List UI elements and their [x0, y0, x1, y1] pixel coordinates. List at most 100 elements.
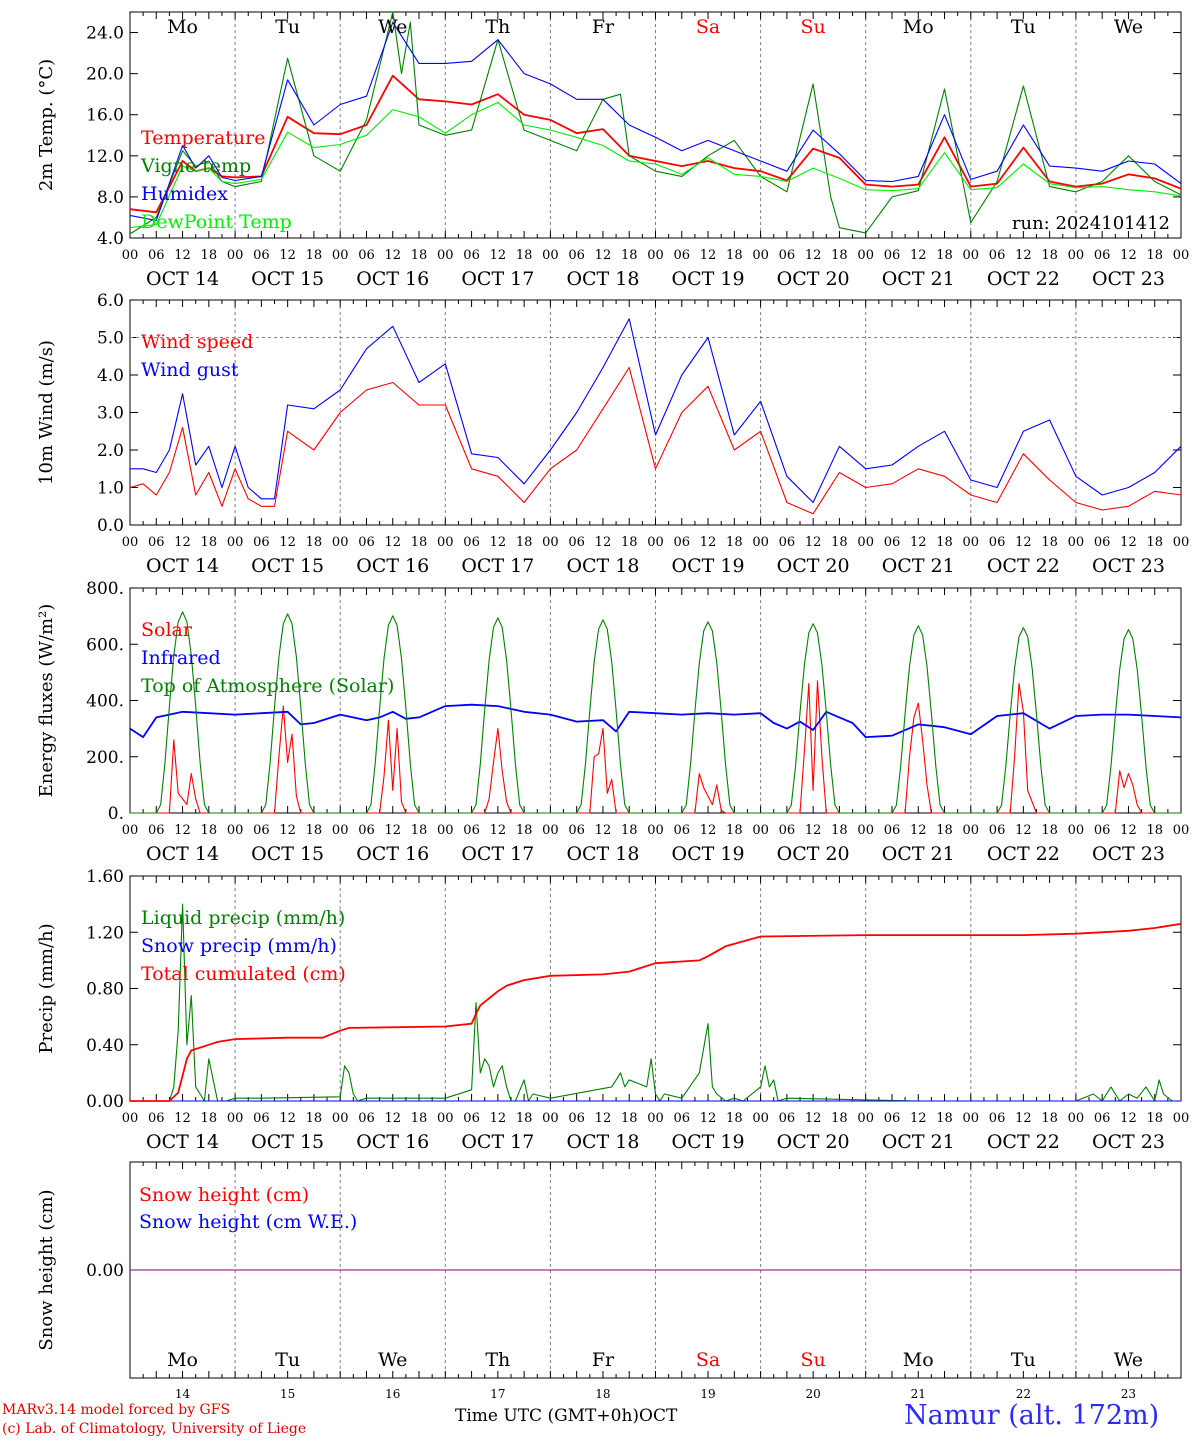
hour-label: 12 — [384, 1111, 401, 1126]
weekday-label: Sa — [696, 16, 720, 38]
legend-entry: Temperature — [141, 127, 265, 149]
y-tick-label: 12.0 — [86, 147, 124, 167]
lab-credit: (c) Lab. of Climatology, University of L… — [2, 1421, 307, 1437]
hour-label: 00 — [332, 535, 349, 550]
weekday-label: Su — [801, 16, 826, 38]
hour-label: 00 — [227, 248, 244, 263]
hour-label: 06 — [779, 248, 796, 263]
hour-label: 12 — [910, 535, 927, 550]
day-number-label: 17 — [490, 1387, 505, 1401]
day-number-label: 23 — [1121, 1387, 1136, 1401]
hour-label: 06 — [148, 823, 165, 838]
date-label: OCT 19 — [672, 843, 745, 865]
weekday-label: Fr — [592, 16, 615, 38]
hour-label: 06 — [358, 535, 375, 550]
weekday-label: Fr — [592, 1349, 615, 1371]
hour-label: 00 — [752, 248, 769, 263]
date-label: OCT 20 — [777, 843, 850, 865]
hour-label: 00 — [1068, 1111, 1085, 1126]
date-label: OCT 20 — [777, 268, 850, 290]
weekday-label: Th — [485, 16, 510, 38]
legend-entry: Snow precip (mm/h) — [141, 935, 337, 957]
y-tick-label: 2.0 — [97, 441, 124, 461]
y-tick-label: 1.0 — [97, 479, 124, 499]
legend-entry: Total cumulated (cm) — [141, 963, 346, 985]
hour-label: 18 — [201, 1111, 218, 1126]
date-label: OCT 15 — [251, 1131, 324, 1153]
date-label: OCT 21 — [882, 1131, 955, 1153]
hour-label: 18 — [726, 1111, 743, 1126]
hour-label: 18 — [726, 535, 743, 550]
hour-label: 12 — [805, 535, 822, 550]
legend-entry: Solar — [141, 619, 193, 641]
hour-label: 06 — [463, 1111, 480, 1126]
hour-label: 12 — [1015, 1111, 1032, 1126]
hour-label: 00 — [122, 535, 139, 550]
hour-label: 12 — [1015, 535, 1032, 550]
y-tick-label: 400. — [86, 692, 124, 712]
hour-label: 12 — [279, 823, 296, 838]
hour-label: 18 — [831, 1111, 848, 1126]
hour-label: 18 — [621, 823, 638, 838]
hour-label: 06 — [674, 823, 691, 838]
y-axis-label: 10m Wind (m/s) — [36, 340, 57, 485]
weekday-label: Tu — [1011, 16, 1036, 38]
hour-label: 12 — [174, 823, 191, 838]
hour-label: 06 — [148, 1111, 165, 1126]
y-tick-label: 1.60 — [86, 867, 124, 887]
hour-label: 06 — [1094, 535, 1111, 550]
y-tick-label: 200. — [86, 748, 124, 768]
hour-label: 18 — [411, 823, 428, 838]
hour-label: 00 — [963, 248, 980, 263]
legend-entry: DewPoint Temp — [141, 211, 292, 233]
hour-label: 18 — [411, 1111, 428, 1126]
hour-label: 06 — [779, 1111, 796, 1126]
hour-label: 00 — [963, 535, 980, 550]
model-credit: MARv3.14 model forced by GFS — [2, 1402, 231, 1418]
series-line — [130, 318, 1182, 504]
hour-label: 00 — [1173, 823, 1190, 838]
weekday-label: Tu — [275, 1349, 300, 1371]
date-label: OCT 21 — [882, 268, 955, 290]
hour-label: 18 — [306, 1111, 323, 1126]
date-label: OCT 19 — [672, 555, 745, 577]
hour-label: 06 — [989, 535, 1006, 550]
y-tick-label: 20.0 — [86, 65, 124, 85]
date-label: OCT 22 — [987, 843, 1060, 865]
hour-label: 00 — [752, 1111, 769, 1126]
time-axis-label: Time UTC (GMT+0h)OCT — [455, 1406, 677, 1426]
hour-label: 18 — [621, 535, 638, 550]
weekday-label: Mo — [903, 16, 934, 38]
y-axis-label: 2m Temp. (°C) — [36, 59, 57, 191]
y-tick-label: 6.0 — [97, 291, 124, 311]
weekday-label: We — [1114, 16, 1143, 38]
hour-label: 12 — [1015, 248, 1032, 263]
day-number-label: 15 — [280, 1387, 295, 1401]
hour-label: 18 — [831, 823, 848, 838]
hour-label: 12 — [700, 823, 717, 838]
hour-label: 12 — [805, 248, 822, 263]
hour-label: 12 — [700, 248, 717, 263]
date-label: OCT 20 — [777, 1131, 850, 1153]
weekday-label: We — [378, 16, 407, 38]
date-label: OCT 23 — [1092, 268, 1165, 290]
hour-label: 06 — [1094, 248, 1111, 263]
hour-label: 12 — [700, 535, 717, 550]
date-label: OCT 16 — [356, 555, 429, 577]
day-number-label: 21 — [911, 1387, 926, 1401]
date-label: OCT 22 — [987, 1131, 1060, 1153]
date-label: OCT 17 — [461, 843, 534, 865]
hour-label: 18 — [411, 248, 428, 263]
hour-label: 06 — [568, 535, 585, 550]
hour-label: 18 — [306, 248, 323, 263]
weekday-label: Su — [801, 1349, 826, 1371]
weekday-label: Mo — [903, 1349, 934, 1371]
day-number-label: 16 — [385, 1387, 400, 1401]
hour-label: 12 — [805, 1111, 822, 1126]
hour-label: 12 — [279, 1111, 296, 1126]
hour-label: 12 — [595, 1111, 612, 1126]
hour-label: 06 — [358, 823, 375, 838]
hour-label: 00 — [227, 1111, 244, 1126]
hour-label: 06 — [989, 248, 1006, 263]
